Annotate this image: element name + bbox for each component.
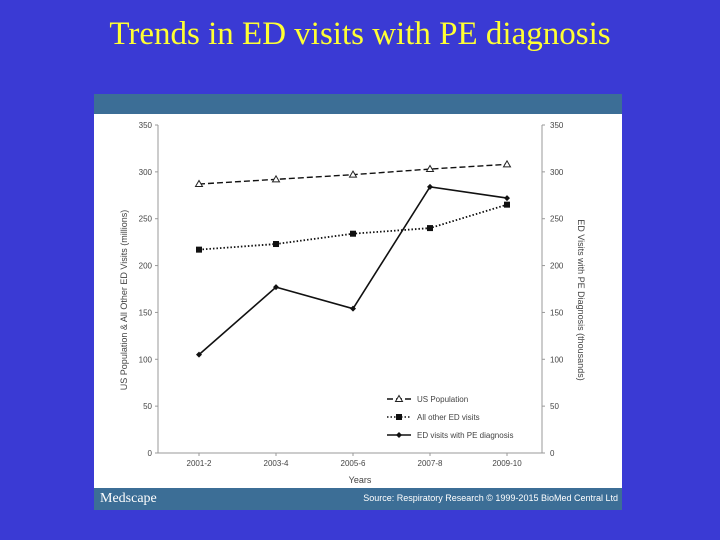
series-1	[194, 159, 512, 188]
series-line	[198, 185, 508, 356]
data-point	[273, 284, 279, 291]
legend-marker	[396, 414, 402, 420]
x-tick-label: 2003-4	[264, 459, 289, 468]
x-tick-label: 2001-2	[187, 459, 212, 468]
data-point	[504, 201, 510, 208]
data-point	[194, 179, 204, 188]
source-credit: Source: Respiratory Research © 1999-2015…	[363, 493, 618, 503]
left-y-tick-label: 300	[139, 168, 153, 177]
x-tick-label: 2007-8	[418, 459, 443, 468]
data-point	[425, 164, 435, 173]
right-y-ticks: 0 50 100 150 200 250 300 350	[542, 121, 564, 458]
right-y-tick-label: 300	[550, 168, 564, 177]
right-y-tick-label: 200	[550, 262, 564, 271]
figure-bottom-bar: Medscape Source: Respiratory Research © …	[94, 488, 622, 510]
right-y-tick-label: 0	[550, 449, 555, 458]
legend-label: ED visits with PE diagnosis	[417, 431, 513, 440]
data-point	[504, 195, 510, 202]
right-y-tick-label: 50	[550, 402, 559, 411]
x-tick-label: 2005-6	[341, 459, 366, 468]
right-y-axis-label: ED Visits with PE Diagnosis (thousands)	[576, 219, 586, 380]
x-tick-label: 2009-10	[492, 459, 522, 468]
chart-axes	[157, 125, 543, 454]
data-point	[196, 351, 202, 358]
data-point	[273, 241, 279, 248]
left-y-axis-label: US Population & All Other ED Visits (mil…	[119, 210, 129, 390]
medscape-logo: Medscape	[100, 491, 157, 506]
data-point	[271, 174, 281, 183]
left-y-tick-label: 150	[139, 308, 153, 317]
x-ticks: 2001-2 2003-4 2005-6 2007-8 2009-10	[187, 453, 522, 468]
left-y-tick-label: 200	[139, 262, 153, 271]
left-y-ticks: 0 50 100 150 200 250 300 350	[139, 121, 158, 458]
data-point	[348, 170, 358, 178]
legend-marker	[396, 432, 402, 438]
data-point	[502, 159, 512, 168]
slide-title: Trends in ED visits with PE diagnosis	[109, 16, 611, 52]
data-point	[427, 225, 433, 232]
left-y-tick-label: 350	[139, 121, 153, 130]
series-layer	[194, 159, 512, 358]
figure-top-bar	[94, 94, 622, 114]
legend-label: US Population	[417, 395, 468, 404]
legend-label: All other ED visits	[417, 413, 480, 422]
right-y-tick-label: 100	[550, 355, 564, 364]
series-line	[198, 203, 508, 251]
line-chart: 0 50 100 150 200 250 300 350 0 50 100 150 200 250 300…	[119, 121, 586, 485]
left-y-tick-label: 50	[143, 402, 152, 411]
chart-legend: US Population All other ED visits ED visit…	[387, 394, 513, 440]
series-2	[196, 201, 510, 253]
x-axis-label: Years	[349, 475, 372, 485]
right-y-tick-label: 350	[550, 121, 564, 130]
left-y-tick-label: 0	[148, 449, 153, 458]
right-y-tick-label: 150	[550, 308, 564, 317]
series-3	[196, 183, 510, 358]
left-y-tick-label: 250	[139, 215, 153, 224]
right-y-tick-label: 250	[550, 215, 564, 224]
data-point	[350, 305, 356, 312]
data-point	[427, 183, 433, 190]
legend-marker	[394, 394, 404, 402]
data-point	[350, 230, 356, 237]
chart-figure: 0 50 100 150 200 250 300 350 0 50 100 150 200 250 300…	[94, 94, 622, 510]
data-point	[196, 246, 202, 253]
left-y-tick-label: 100	[139, 355, 153, 364]
